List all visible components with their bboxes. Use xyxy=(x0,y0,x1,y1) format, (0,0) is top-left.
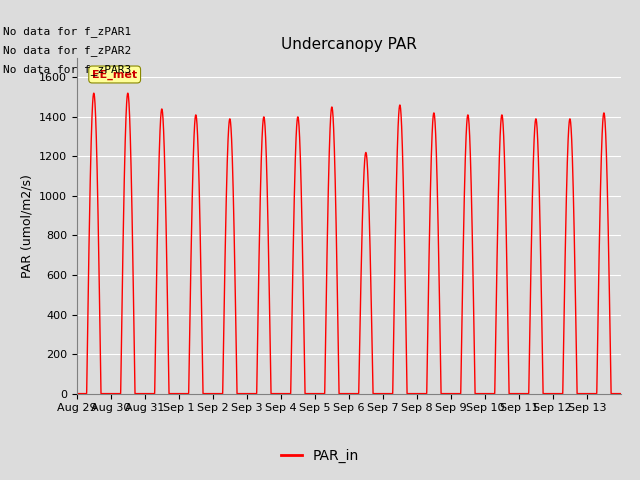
Legend: PAR_in: PAR_in xyxy=(275,443,365,468)
Y-axis label: PAR (umol/m2/s): PAR (umol/m2/s) xyxy=(20,174,33,277)
Text: EE_met: EE_met xyxy=(92,70,137,80)
Title: Undercanopy PAR: Undercanopy PAR xyxy=(281,37,417,52)
Text: No data for f_zPAR3: No data for f_zPAR3 xyxy=(3,64,131,75)
Text: No data for f_zPAR1: No data for f_zPAR1 xyxy=(3,25,131,36)
Text: No data for f_zPAR2: No data for f_zPAR2 xyxy=(3,45,131,56)
